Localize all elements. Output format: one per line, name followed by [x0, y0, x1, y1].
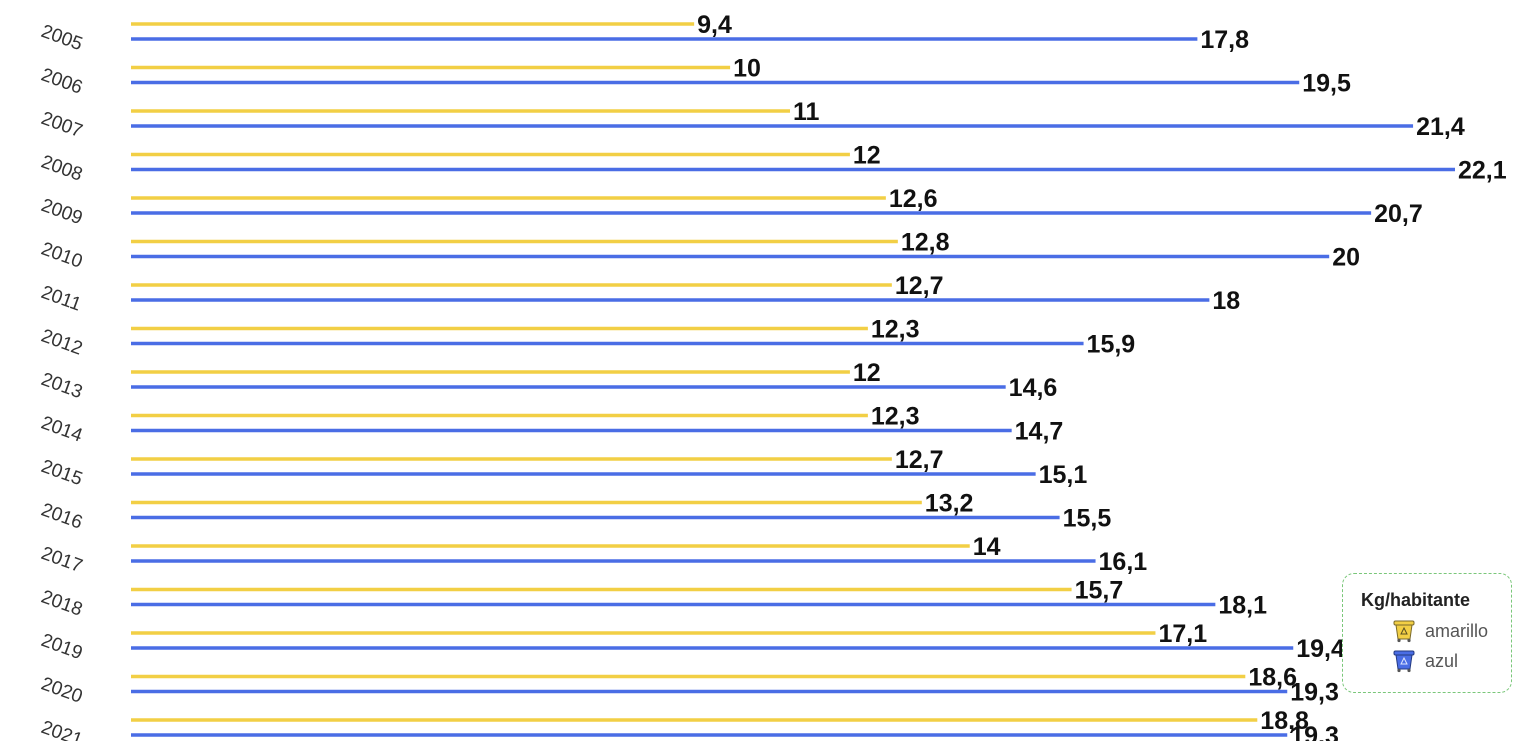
year-label: 2007	[38, 108, 85, 142]
blue-recycling-bin-icon	[1393, 650, 1415, 673]
value-label-amarillo: 15,7	[1075, 577, 1124, 605]
value-label-azul: 19,5	[1302, 70, 1351, 98]
value-label-amarillo: 18,6	[1248, 664, 1297, 692]
year-label: 2016	[38, 499, 85, 533]
value-label-azul: 14,6	[1009, 374, 1058, 402]
legend-label-azul: azul	[1425, 650, 1459, 671]
value-label-amarillo: 12	[853, 359, 881, 387]
value-label-amarillo: 12,7	[895, 446, 944, 474]
value-label-azul: 17,8	[1200, 26, 1249, 54]
value-label-amarillo: 11	[793, 98, 820, 126]
value-label-azul: 16,1	[1099, 548, 1148, 576]
legend-title: Kg/habitante	[1361, 590, 1471, 610]
legend-item-amarillo: amarillo	[1391, 619, 1511, 643]
value-label-azul: 19,3	[1290, 679, 1339, 707]
value-label-amarillo: 13,2	[925, 490, 974, 518]
value-label-amarillo: 12,6	[889, 185, 938, 213]
year-label: 2006	[38, 64, 85, 98]
year-label: 2010	[38, 238, 85, 272]
year-label: 2009	[38, 195, 85, 229]
year-label: 2005	[38, 21, 85, 55]
value-label-amarillo: 12	[853, 142, 881, 170]
value-label-azul: 20	[1332, 244, 1360, 272]
value-label-azul: 18,1	[1218, 592, 1267, 620]
year-label: 2013	[38, 369, 85, 403]
value-label-amarillo: 12,8	[901, 229, 950, 257]
value-label-azul: 19,3	[1290, 722, 1339, 741]
value-label-amarillo: 18,8	[1260, 707, 1309, 735]
year-label: 2014	[38, 412, 85, 446]
year-label: 2018	[38, 586, 85, 620]
value-label-amarillo: 17,1	[1158, 620, 1207, 648]
value-label-azul: 18	[1212, 287, 1240, 315]
year-label: 2008	[38, 151, 85, 185]
year-label: 2015	[38, 456, 85, 490]
value-label-azul: 14,7	[1015, 418, 1064, 446]
yellow-recycling-bin-icon	[1393, 620, 1415, 643]
value-label-azul: 22,1	[1458, 157, 1507, 185]
value-label-amarillo: 14	[973, 533, 1001, 561]
legend-item-azul: azul	[1391, 649, 1511, 673]
value-label-amarillo: 10	[733, 55, 761, 83]
year-label: 2012	[38, 325, 85, 359]
legend-label-amarillo: amarillo	[1425, 620, 1489, 641]
value-label-amarillo: 9,4	[697, 11, 732, 39]
year-label: 2020	[38, 673, 85, 707]
value-label-azul: 21,4	[1416, 113, 1465, 141]
year-label: 2017	[38, 543, 85, 577]
value-label-amarillo: 12,7	[895, 272, 944, 300]
value-label-azul: 15,1	[1039, 461, 1088, 489]
year-label: 2021	[38, 717, 85, 741]
value-label-azul: 15,5	[1063, 505, 1112, 533]
year-label: 2011	[38, 282, 84, 316]
year-label: 2019	[38, 630, 85, 664]
legend: Kg/habitante amarillo azul	[1342, 573, 1512, 693]
value-label-azul: 19,4	[1296, 635, 1345, 663]
value-label-azul: 20,7	[1374, 200, 1423, 228]
value-label-azul: 15,9	[1087, 331, 1136, 359]
value-label-amarillo: 12,3	[871, 403, 920, 431]
value-label-amarillo: 12,3	[871, 316, 920, 344]
